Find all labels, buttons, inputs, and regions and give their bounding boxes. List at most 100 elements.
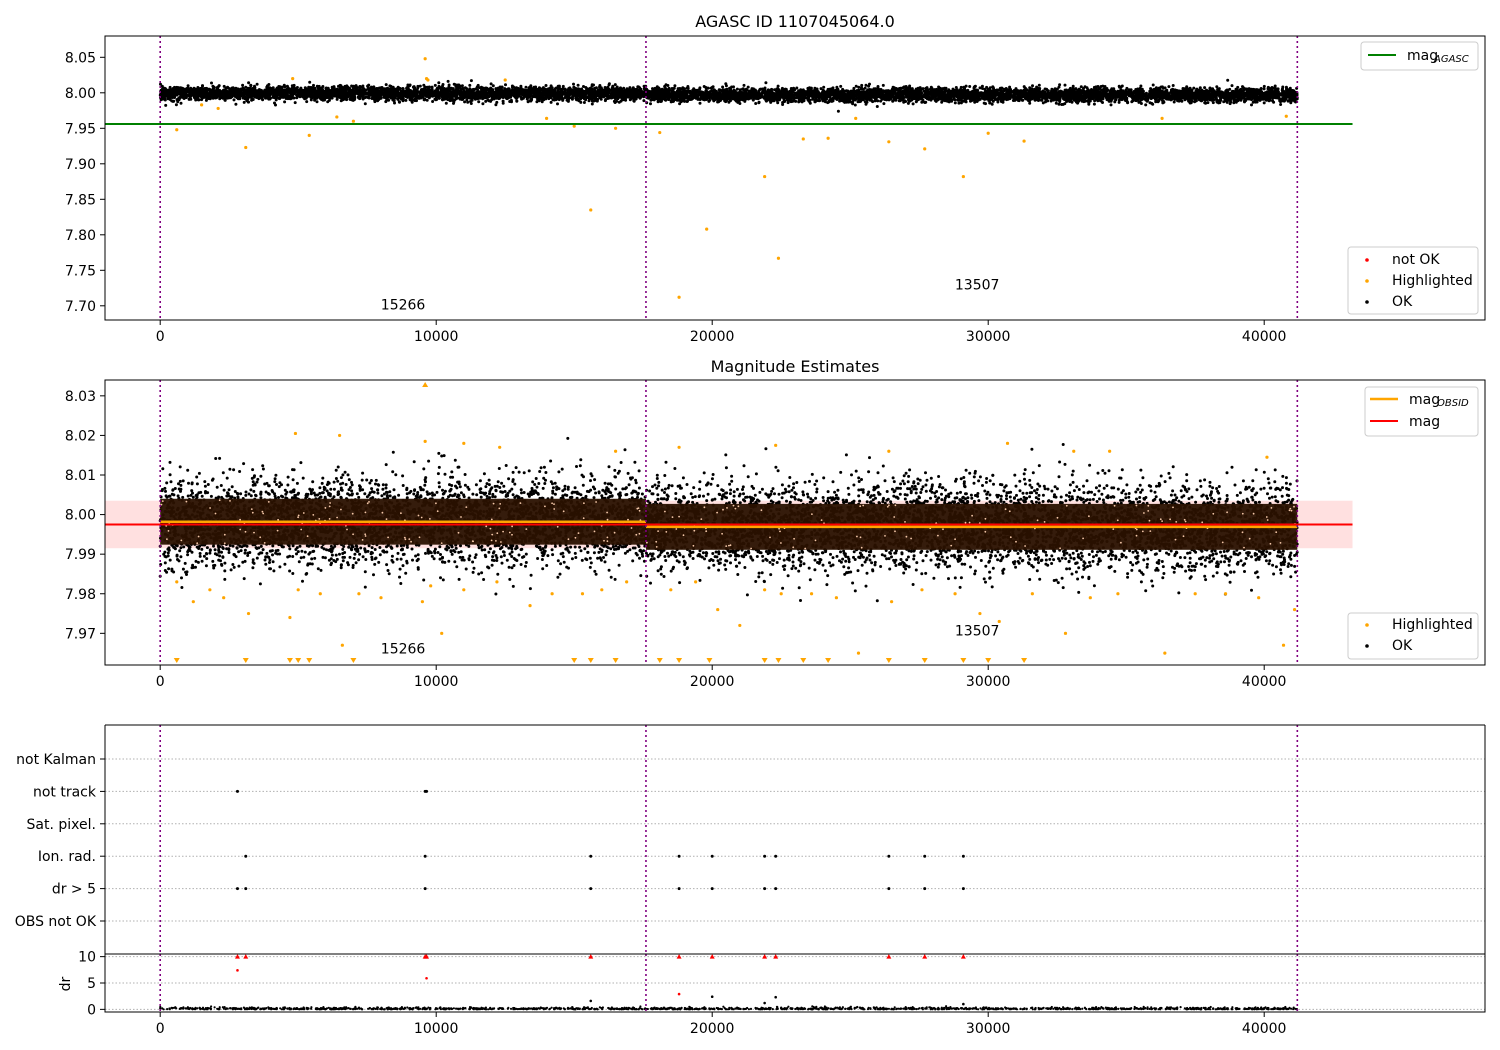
ok-point — [309, 98, 313, 102]
ok-point — [244, 85, 248, 89]
ok-point — [409, 95, 413, 99]
ok-point — [592, 91, 596, 95]
ok-point — [328, 96, 332, 100]
ok-point — [320, 98, 323, 101]
ok-point — [447, 83, 451, 87]
ok-point — [554, 98, 558, 102]
ok-point — [159, 82, 162, 86]
ok-point — [295, 86, 299, 89]
ok-point — [494, 87, 498, 91]
ok-point — [356, 92, 360, 96]
ok-point — [330, 85, 334, 89]
ok-point — [351, 85, 355, 89]
ok-point — [368, 92, 372, 96]
ok-point — [302, 93, 305, 97]
ok-point — [494, 103, 498, 107]
ok-point — [363, 92, 367, 96]
ok-point — [603, 91, 607, 95]
ok-point — [570, 92, 574, 96]
ok-point — [296, 94, 300, 98]
ok-point — [441, 88, 445, 92]
ok-point — [413, 91, 417, 94]
ok-point — [524, 94, 528, 98]
ok-point — [376, 94, 379, 98]
ok-point — [466, 100, 470, 104]
ok-point — [200, 89, 204, 93]
ok-point — [492, 96, 496, 100]
ok-point — [313, 97, 317, 101]
ok-point — [590, 102, 594, 106]
ok-point — [431, 100, 435, 103]
ok-point — [234, 91, 238, 94]
ok-point — [484, 99, 488, 103]
ok-point — [251, 98, 255, 101]
ok-point — [247, 81, 251, 85]
ok-point — [265, 93, 269, 97]
ok-point — [379, 96, 383, 100]
ok-point — [164, 103, 168, 107]
ok-point — [475, 93, 479, 97]
ok-point — [450, 91, 454, 95]
ok-point — [500, 86, 504, 90]
ok-point — [390, 87, 394, 91]
ok-point — [412, 85, 416, 89]
chart-title: AGASC ID 1107045064.0 — [695, 12, 895, 31]
ok-point — [541, 88, 545, 92]
ok-point — [406, 89, 410, 92]
ok-point — [223, 95, 227, 99]
ok-point — [583, 94, 586, 98]
ok-point — [275, 86, 279, 90]
ok-point — [367, 83, 371, 87]
ok-point — [356, 88, 359, 92]
ok-point — [299, 90, 303, 94]
ok-point — [464, 94, 468, 98]
ok-point — [278, 97, 282, 101]
ok-point — [183, 90, 187, 94]
ok-point — [587, 99, 591, 103]
ok-point — [567, 89, 571, 93]
ok-point — [372, 88, 376, 92]
ok-point — [520, 90, 524, 93]
ok-point — [501, 90, 505, 94]
ok-point — [243, 96, 247, 99]
ok-point — [415, 99, 418, 103]
ok-point — [598, 96, 602, 100]
ok-point — [566, 95, 570, 99]
ok-point — [358, 86, 362, 90]
ok-point — [212, 85, 216, 89]
ok-point — [361, 97, 365, 101]
ok-point — [600, 87, 604, 91]
ok-point — [625, 90, 629, 94]
ok-point — [293, 101, 297, 105]
ok-point — [468, 87, 472, 91]
ok-point — [575, 98, 579, 102]
ok-point — [212, 94, 216, 98]
ok-point — [396, 97, 400, 101]
ok-point — [630, 95, 634, 99]
ok-point — [332, 88, 336, 92]
ok-point — [208, 97, 212, 101]
ok-point — [178, 96, 182, 100]
ok-point — [372, 92, 375, 96]
ok-point — [486, 94, 490, 98]
ok-point — [288, 97, 292, 101]
ok-point — [593, 86, 597, 90]
ok-point — [234, 102, 238, 106]
ok-point — [604, 98, 608, 101]
ok-point — [174, 103, 178, 107]
ok-point — [572, 85, 576, 89]
ok-point — [556, 102, 559, 106]
ok-point — [226, 91, 230, 95]
ok-point — [611, 86, 615, 89]
ok-point — [401, 87, 405, 91]
ok-point — [452, 82, 456, 86]
ok-point — [533, 91, 537, 95]
ok-point — [305, 100, 309, 104]
ok-point — [557, 98, 561, 102]
ok-point — [249, 83, 253, 87]
ok-point — [501, 99, 505, 103]
ok-point — [363, 102, 367, 106]
ok-point — [460, 95, 464, 99]
ok-point — [354, 84, 358, 88]
ok-point — [265, 86, 269, 90]
